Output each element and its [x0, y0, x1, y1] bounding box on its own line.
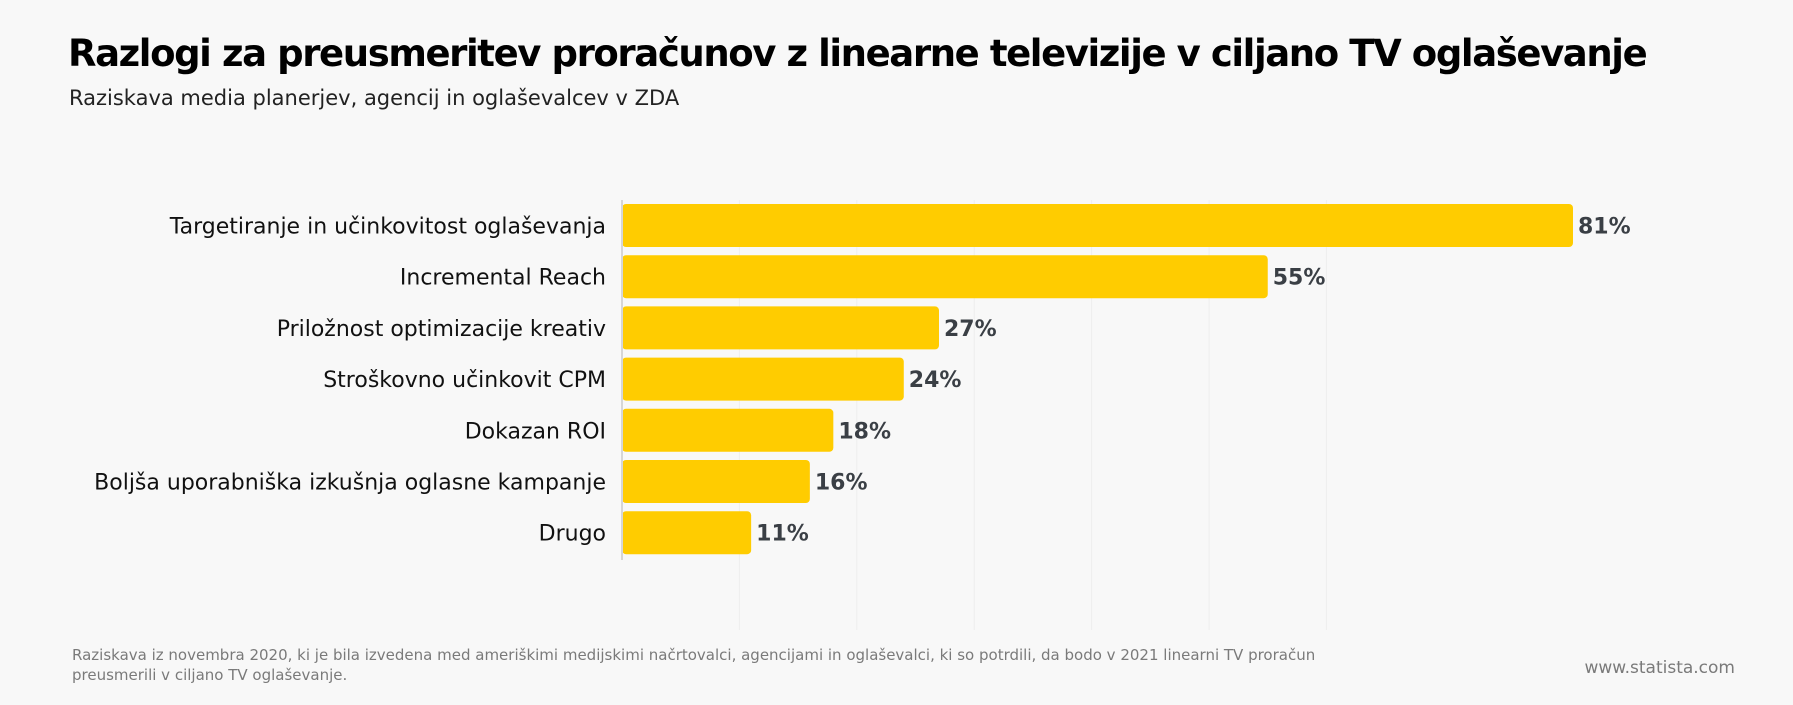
category-label: Incremental Reach — [400, 266, 606, 291]
category-label: Priložnost optimizacije kreativ — [277, 317, 606, 342]
category-label: Boljša uporabniška izkušnja oglasne kamp… — [94, 471, 606, 496]
bar[interactable] — [622, 460, 810, 503]
bar[interactable] — [622, 306, 939, 350]
category-label: Stroškovno učinkovit CPM — [323, 368, 606, 393]
source-link[interactable]: www.statista.com — [1584, 658, 1735, 678]
footnote: Raziskava iz novembra 2020, ki je bila i… — [72, 646, 1316, 684]
value-label: 81% — [1578, 215, 1631, 240]
bars: Targetiranje in učinkovitost oglaševanja… — [94, 204, 1631, 555]
chart-subtitle: Raziskava media planerjev, agencij in og… — [69, 86, 680, 110]
value-label: 16% — [815, 471, 868, 496]
bar[interactable] — [622, 511, 752, 555]
chart-title: Razlogi za preusmeritev proračunov z lin… — [68, 32, 1648, 75]
value-label: 55% — [1273, 266, 1326, 291]
bar[interactable] — [622, 255, 1268, 299]
value-label: 27% — [944, 317, 997, 342]
value-label: 11% — [756, 522, 809, 547]
value-label: 18% — [838, 419, 891, 444]
category-label: Dokazan ROI — [465, 419, 606, 444]
value-label: 24% — [909, 368, 962, 393]
bar[interactable] — [622, 357, 904, 401]
bar[interactable] — [622, 408, 834, 452]
category-label: Targetiranje in učinkovitost oglaševanja — [169, 215, 606, 240]
bar[interactable] — [622, 204, 1573, 247]
category-label: Drugo — [539, 522, 606, 547]
